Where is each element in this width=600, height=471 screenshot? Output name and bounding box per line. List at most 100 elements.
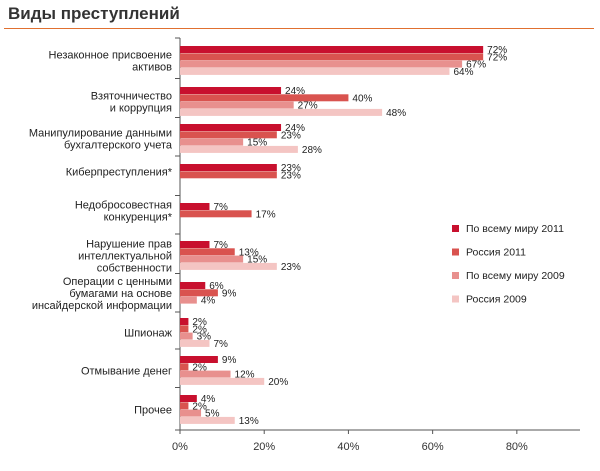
data-label: 2%: [192, 324, 207, 335]
category-label: Взяточничество: [91, 91, 172, 103]
category-label: собственности: [97, 263, 172, 275]
bar: [180, 124, 282, 131]
legend-swatch: [452, 225, 459, 232]
data-label: 2%: [192, 401, 207, 412]
bar: [180, 53, 484, 61]
category-label: Операции с ценными: [63, 276, 172, 288]
bar: [180, 282, 206, 289]
data-label: 20%: [268, 377, 288, 388]
category-label: и коррупция: [110, 103, 172, 115]
data-label: 9%: [222, 288, 237, 299]
bar: [180, 210, 252, 218]
category-label: Недобросовестная: [75, 199, 172, 211]
bar: [180, 87, 282, 94]
bar: [180, 108, 383, 116]
legend-label: По всему миру 2009: [466, 270, 565, 282]
category-label: инсайдерской информации: [32, 300, 172, 312]
x-tick-label: 60%: [422, 441, 444, 453]
data-label: 7%: [213, 240, 228, 251]
data-label: 24%: [285, 123, 305, 134]
data-label: 72%: [487, 45, 507, 56]
data-label: 27%: [298, 101, 318, 112]
category-label: Манипулирование данными: [29, 128, 172, 140]
bar: [180, 131, 277, 139]
bar: [180, 67, 450, 75]
data-label: 72%: [487, 52, 507, 63]
bar: [180, 395, 197, 402]
data-label: 24%: [285, 86, 305, 97]
bar: [180, 318, 189, 325]
legend-label: Россия 2011: [466, 247, 526, 259]
data-label: 4%: [201, 296, 216, 307]
bar: [180, 46, 484, 53]
data-label: 7%: [213, 202, 228, 213]
category-label: Шпионаж: [124, 328, 172, 340]
data-label: 3%: [197, 332, 212, 343]
data-label: 15%: [247, 255, 267, 266]
bar: [180, 416, 235, 424]
data-label: 23%: [281, 130, 301, 141]
category-label: Прочее: [134, 405, 172, 417]
data-label: 4%: [201, 394, 216, 405]
data-label: 6%: [209, 281, 224, 292]
chart-title: Виды преступлений: [8, 4, 180, 23]
data-label: 48%: [386, 108, 406, 119]
legend-swatch: [452, 248, 459, 256]
bar: [180, 402, 189, 410]
bar: [180, 94, 349, 102]
category-label: бухгалтерского учета: [64, 140, 173, 152]
bar: [180, 262, 277, 270]
bar: [180, 325, 189, 333]
legend-swatch: [452, 272, 459, 279]
category-label: бумагами на основе: [69, 288, 172, 300]
data-label: 28%: [302, 145, 322, 156]
bar: [180, 60, 463, 68]
bar: [180, 339, 210, 347]
bar: [180, 171, 277, 179]
category-label: интеллектуальной: [78, 251, 172, 263]
bar: [180, 296, 197, 304]
bar: [180, 377, 265, 385]
title-divider: [4, 28, 594, 29]
data-label: 7%: [213, 339, 228, 350]
bar: [180, 332, 193, 340]
data-label: 2%: [192, 317, 207, 328]
data-label: 13%: [239, 416, 259, 427]
x-tick-label: 40%: [337, 441, 359, 453]
bar: [180, 409, 202, 417]
data-label: 5%: [205, 409, 220, 420]
bar: [180, 255, 244, 263]
bar: [180, 356, 218, 363]
bar: [180, 164, 277, 171]
bar: [180, 138, 244, 146]
category-label: Нарушение прав: [86, 239, 172, 251]
x-tick-label: 80%: [506, 441, 528, 453]
data-label: 15%: [247, 138, 267, 149]
legend-swatch: [452, 295, 459, 303]
category-label: Незаконное присвоение: [49, 50, 173, 62]
category-label: Киберпреступления*: [66, 166, 173, 178]
x-tick-label: 0%: [172, 441, 188, 453]
data-label: 23%: [281, 163, 301, 174]
category-label: активов: [132, 62, 172, 74]
data-label: 67%: [466, 60, 486, 71]
data-label: 23%: [281, 170, 301, 181]
data-label: 2%: [192, 362, 207, 373]
bar: [180, 248, 235, 256]
bar: [180, 241, 210, 248]
legend-label: Россия 2009: [466, 294, 527, 306]
category-label: конкуренция*: [104, 211, 173, 223]
bar: [180, 289, 218, 297]
bar: [180, 101, 294, 109]
bar: [180, 145, 298, 153]
data-label: 13%: [239, 247, 259, 258]
data-label: 40%: [352, 93, 372, 104]
category-label: Отмывание денег: [81, 366, 172, 378]
data-label: 17%: [256, 209, 276, 220]
bar: [180, 363, 189, 371]
data-label: 64%: [453, 67, 473, 78]
bar: [180, 370, 231, 378]
data-label: 23%: [281, 262, 301, 273]
